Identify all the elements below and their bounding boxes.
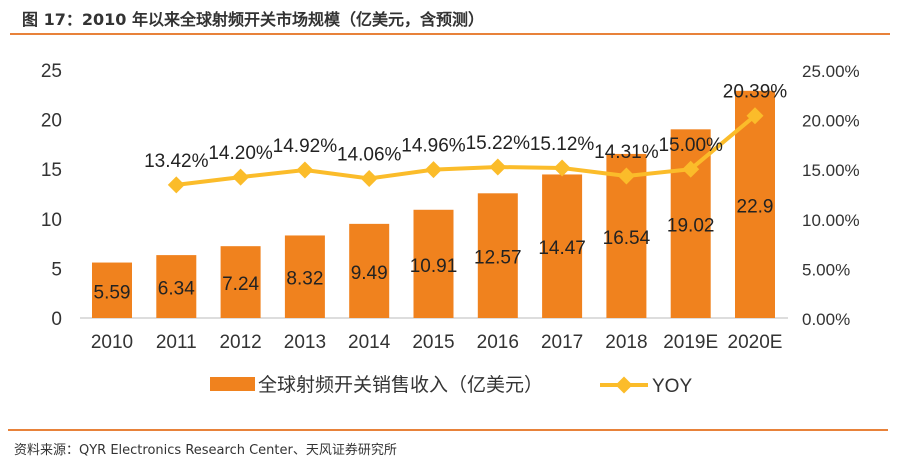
bar bbox=[220, 246, 261, 318]
bar-label: 16.54 bbox=[603, 228, 651, 249]
x-axis-tick: 2015 bbox=[412, 332, 454, 353]
yoy-label: 15.00% bbox=[658, 135, 723, 156]
bar bbox=[156, 255, 197, 318]
left-axis-tick: 20 bbox=[41, 111, 62, 132]
bar bbox=[92, 262, 132, 318]
right-axis-tick: 15.00% bbox=[802, 161, 860, 180]
bar-label: 22.9 bbox=[737, 196, 774, 217]
source-note: 资料来源：QYR Electronics Research Center、天风证… bbox=[14, 443, 397, 458]
yoy-point bbox=[746, 107, 764, 125]
yoy-label: 15.12% bbox=[530, 134, 595, 155]
yoy-point bbox=[425, 161, 442, 179]
bar-label: 5.59 bbox=[94, 282, 131, 303]
x-axis-tick: 2016 bbox=[477, 332, 519, 353]
bar bbox=[349, 223, 390, 318]
left-axis-tick: 0 bbox=[51, 309, 62, 330]
left-axis-tick: 15 bbox=[41, 160, 62, 181]
bar-label: 7.24 bbox=[222, 274, 259, 295]
yoy-label: 20.39% bbox=[723, 82, 788, 103]
left-axis-tick: 10 bbox=[41, 210, 62, 231]
x-axis-tick: 2013 bbox=[284, 332, 326, 353]
yoy-label: 13.42% bbox=[144, 151, 209, 172]
legend-bar-label: 全球射频开关销售收入（亿美元） bbox=[258, 374, 543, 396]
title-divider bbox=[10, 33, 890, 35]
bar-label: 10.91 bbox=[410, 256, 458, 277]
right-axis-tick: 25.00% bbox=[802, 62, 860, 81]
yoy-line bbox=[176, 114, 757, 187]
yoy-point bbox=[167, 176, 185, 194]
legend-line-marker bbox=[615, 376, 633, 394]
bar bbox=[284, 235, 325, 318]
bar-label: 14.47 bbox=[538, 238, 586, 259]
yoy-point bbox=[489, 158, 507, 176]
left-axis-tick: 25 bbox=[41, 61, 62, 82]
right-axis-tick: 0.00% bbox=[802, 310, 850, 329]
yoy-point bbox=[617, 167, 635, 185]
footer-divider bbox=[8, 429, 888, 431]
x-axis-tick: 2017 bbox=[541, 332, 583, 353]
yoy-label: 14.96% bbox=[401, 136, 466, 157]
legend-bar-swatch bbox=[210, 377, 255, 391]
legend-line-label: YOY bbox=[652, 376, 692, 397]
x-axis-tick: 2014 bbox=[348, 332, 391, 353]
bar-label: 12.57 bbox=[474, 248, 522, 269]
bar-label: 6.34 bbox=[158, 279, 195, 300]
x-axis-tick: 2020E bbox=[728, 332, 783, 353]
x-axis-tick: 2010 bbox=[91, 332, 133, 353]
bar bbox=[477, 193, 518, 318]
yoy-point bbox=[682, 160, 700, 178]
yoy-label: 14.20% bbox=[208, 143, 273, 164]
yoy-label: 15.22% bbox=[466, 133, 531, 154]
yoy-label: 14.92% bbox=[273, 136, 338, 157]
yoy-point bbox=[232, 168, 250, 186]
yoy-point bbox=[553, 159, 571, 177]
bar-label: 19.02 bbox=[667, 216, 715, 237]
left-axis-tick: 5 bbox=[51, 259, 62, 280]
chart: 0 5 10 15 20 25 0.00% 5.00% 10.00% 15.00% 20.00% 25… bbox=[41, 61, 860, 397]
x-axis-tick: 2018 bbox=[605, 332, 647, 353]
right-axis-tick: 20.00% bbox=[802, 112, 860, 131]
yoy-label: 14.06% bbox=[337, 145, 402, 166]
yoy-label: 14.31% bbox=[594, 142, 659, 163]
bar-label: 9.49 bbox=[351, 263, 388, 284]
figure-title: 图 17：2010 年以来全球射频开关市场规模（亿美元，含预测） bbox=[22, 10, 484, 29]
yoy-point bbox=[360, 170, 378, 188]
bar-label: 8.32 bbox=[286, 269, 323, 290]
right-axis-tick: 5.00% bbox=[802, 260, 850, 279]
yoy-point bbox=[296, 161, 314, 179]
right-axis-tick: 10.00% bbox=[802, 211, 860, 230]
x-axis-tick: 2011 bbox=[156, 332, 197, 353]
bar bbox=[413, 209, 454, 318]
bar bbox=[542, 174, 583, 318]
x-axis-tick: 2012 bbox=[219, 332, 261, 353]
x-axis-tick: 2019E bbox=[663, 332, 718, 353]
